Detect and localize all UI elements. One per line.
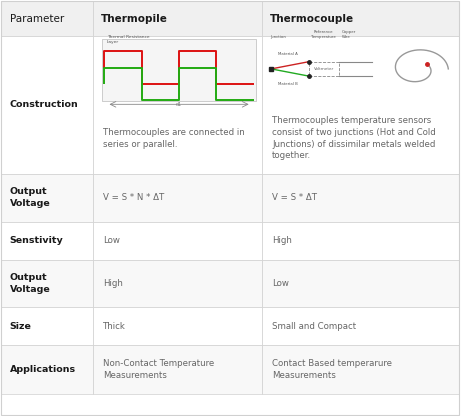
Bar bbox=[1, 222, 93, 260]
Bar bbox=[262, 36, 459, 174]
Text: Material B: Material B bbox=[278, 82, 298, 86]
Text: Thermocouples are connected in
series or parallel.: Thermocouples are connected in series or… bbox=[103, 128, 245, 149]
Bar bbox=[1, 36, 93, 174]
Bar bbox=[93, 174, 262, 222]
Bar bbox=[262, 345, 459, 394]
Bar bbox=[262, 260, 459, 307]
Bar bbox=[93, 260, 262, 307]
Text: Output
Voltage: Output Voltage bbox=[9, 273, 50, 294]
Text: d1: d1 bbox=[176, 102, 182, 107]
Text: Small and Compact: Small and Compact bbox=[272, 322, 356, 331]
Text: Junction: Junction bbox=[270, 35, 286, 39]
Text: Construction: Construction bbox=[9, 100, 78, 109]
Text: V = S * ΔT: V = S * ΔT bbox=[272, 193, 317, 202]
Text: Material A: Material A bbox=[278, 52, 298, 56]
Text: High: High bbox=[103, 279, 123, 288]
Text: Non-Contact Temperature
Measurements: Non-Contact Temperature Measurements bbox=[103, 359, 214, 380]
Bar bbox=[262, 307, 459, 345]
Text: Senstivity: Senstivity bbox=[9, 236, 64, 245]
Bar bbox=[93, 345, 262, 394]
Bar bbox=[93, 222, 262, 260]
Text: Output
Voltage: Output Voltage bbox=[9, 188, 50, 208]
Bar bbox=[262, 174, 459, 222]
Text: Reference
Temperature: Reference Temperature bbox=[311, 30, 336, 39]
Bar bbox=[262, 1, 459, 36]
Text: Thermal Resistance: Thermal Resistance bbox=[107, 35, 149, 39]
Bar bbox=[1, 307, 93, 345]
Bar bbox=[1, 260, 93, 307]
Text: Low: Low bbox=[272, 279, 289, 288]
Text: Thermocouple: Thermocouple bbox=[270, 14, 355, 24]
Text: Voltmeter: Voltmeter bbox=[314, 67, 334, 71]
Bar bbox=[93, 36, 262, 174]
Text: Thick: Thick bbox=[103, 322, 126, 331]
Bar bbox=[93, 1, 262, 36]
Text: Applications: Applications bbox=[9, 365, 76, 374]
Text: Thermopile: Thermopile bbox=[101, 14, 168, 24]
Text: Contact Based temperarure
Measurements: Contact Based temperarure Measurements bbox=[272, 359, 392, 380]
Text: Layer: Layer bbox=[107, 40, 118, 44]
Text: Size: Size bbox=[9, 322, 31, 331]
Text: Copper
Wire: Copper Wire bbox=[342, 30, 356, 39]
Bar bbox=[1, 174, 93, 222]
Text: V = S * N * ΔT: V = S * N * ΔT bbox=[103, 193, 164, 202]
Bar bbox=[309, 62, 339, 76]
Text: Parameter: Parameter bbox=[9, 14, 64, 24]
Bar bbox=[1, 1, 93, 36]
Text: Thermocouples temperature sensors
consist of two junctions (Hot and Cold
Junctio: Thermocouples temperature sensors consis… bbox=[272, 116, 436, 160]
Bar bbox=[102, 39, 256, 102]
Text: High: High bbox=[272, 236, 292, 245]
Bar bbox=[1, 345, 93, 394]
Bar bbox=[262, 222, 459, 260]
Bar bbox=[93, 307, 262, 345]
Text: Low: Low bbox=[103, 236, 120, 245]
